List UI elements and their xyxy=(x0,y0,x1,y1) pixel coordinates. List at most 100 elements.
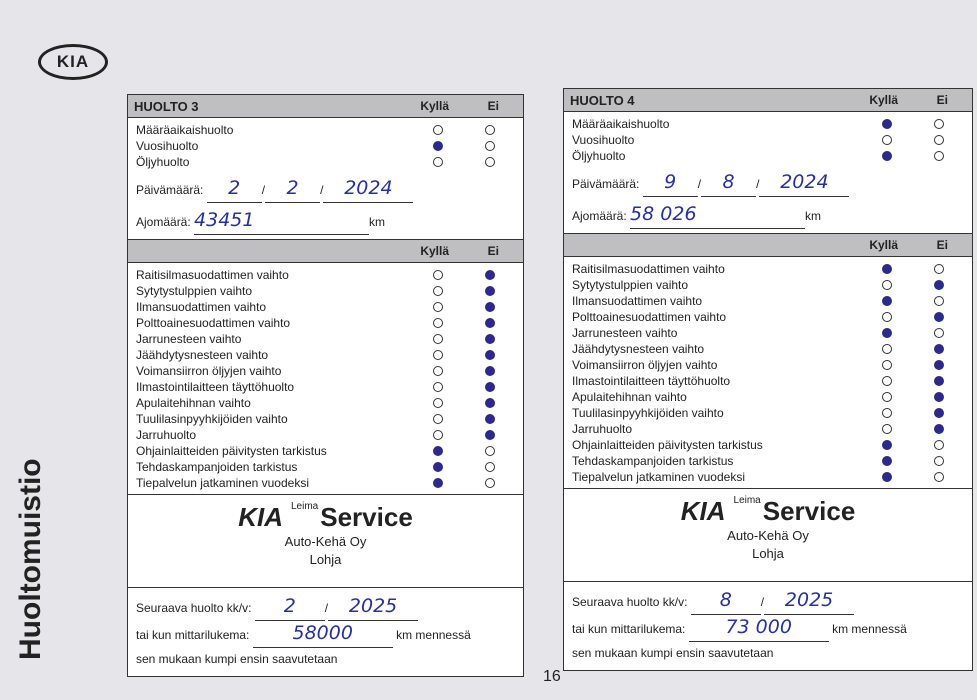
service-type-label: Vuosihuolto xyxy=(136,139,199,153)
yes-radio[interactable] xyxy=(433,350,443,360)
no-radio[interactable] xyxy=(485,462,495,472)
yes-radio[interactable] xyxy=(882,296,892,306)
yes-radio[interactable] xyxy=(433,446,443,456)
kia-logo: KIA xyxy=(38,44,108,80)
service-item-label: Ilmansuodattimen vaihto xyxy=(136,300,267,314)
kia-wordmark: KIA xyxy=(680,496,726,526)
service-item-label: Tiepalvelun jatkaminen vuodeksi xyxy=(136,476,309,490)
service-item-label: Jarruhuolto xyxy=(572,422,633,436)
no-radio[interactable] xyxy=(934,280,944,290)
yes-radio[interactable] xyxy=(882,119,892,129)
no-radio[interactable] xyxy=(485,334,495,344)
service-item-label: Voimansiirron öljyjen vaihto xyxy=(136,364,282,378)
next-service-label: Seuraava huolto kk/v: xyxy=(136,601,252,615)
service-type-row: Määräaikaishuolto xyxy=(128,122,523,138)
date-label: Päivämäärä: xyxy=(136,183,204,197)
yes-radio[interactable] xyxy=(882,408,892,418)
no-radio[interactable] xyxy=(485,157,495,167)
yes-radio[interactable] xyxy=(433,318,443,328)
service-item-row: Apulaitehihnan vaihto xyxy=(128,395,523,411)
no-radio[interactable] xyxy=(485,125,495,135)
service-item-label: Polttoainesuodattimen vaihto xyxy=(572,310,727,324)
yes-radio[interactable] xyxy=(433,157,443,167)
no-radio[interactable] xyxy=(485,398,495,408)
no-radio[interactable] xyxy=(934,312,944,322)
yes-radio[interactable] xyxy=(882,424,892,434)
no-radio[interactable] xyxy=(934,424,944,434)
no-radio[interactable] xyxy=(485,350,495,360)
no-radio[interactable] xyxy=(485,141,495,151)
yes-radio[interactable] xyxy=(433,302,443,312)
yes-radio[interactable] xyxy=(882,312,892,322)
yes-radio[interactable] xyxy=(882,440,892,450)
stamp-label: Leima xyxy=(733,495,761,506)
yes-radio[interactable] xyxy=(882,328,892,338)
yes-radio[interactable] xyxy=(433,398,443,408)
yes-radio[interactable] xyxy=(433,414,443,424)
no-radio[interactable] xyxy=(485,286,495,296)
no-radio[interactable] xyxy=(934,440,944,450)
no-radio[interactable] xyxy=(934,392,944,402)
yes-radio[interactable] xyxy=(433,382,443,392)
next-service: Seuraava huolto kk/v: 2/2025 tai kun mitt… xyxy=(128,588,523,676)
yes-radio[interactable] xyxy=(433,286,443,296)
yes-radio[interactable] xyxy=(433,430,443,440)
service-item-label: Tehdaskampanjoiden tarkistus xyxy=(136,460,298,474)
yes-radio[interactable] xyxy=(433,141,443,151)
logo-text: KIA xyxy=(56,52,90,71)
no-radio[interactable] xyxy=(485,446,495,456)
no-radio[interactable] xyxy=(934,408,944,418)
yes-radio[interactable] xyxy=(433,125,443,135)
service-item-row: Tehdaskampanjoiden tarkistus xyxy=(128,459,523,475)
next-month: 2 xyxy=(283,595,296,617)
service-item-label: Sytytystulppien vaihto xyxy=(136,284,253,298)
no-radio[interactable] xyxy=(934,360,944,370)
no-radio[interactable] xyxy=(934,296,944,306)
yes-radio[interactable] xyxy=(433,334,443,344)
service-type-label: Öljyhuolto xyxy=(572,149,626,163)
service-item-label: Jäähdytysnesteen vaihto xyxy=(572,342,705,356)
service-item-row: Sytytystulppien vaihto xyxy=(564,277,972,293)
no-radio[interactable] xyxy=(934,151,944,161)
no-radio[interactable] xyxy=(485,382,495,392)
yes-radio[interactable] xyxy=(882,344,892,354)
service-item-label: Ilmansuodattimen vaihto xyxy=(572,294,703,308)
stamp-label: Leima xyxy=(291,501,319,512)
no-radio[interactable] xyxy=(485,430,495,440)
no-radio[interactable] xyxy=(934,135,944,145)
items-header: Kyllä Ei xyxy=(128,240,523,263)
no-radio[interactable] xyxy=(934,344,944,354)
yes-radio[interactable] xyxy=(882,264,892,274)
service-type-row: Määräaikaishuolto xyxy=(564,116,972,132)
no-radio[interactable] xyxy=(485,366,495,376)
no-radio[interactable] xyxy=(485,478,495,488)
dealer-city: Lohja xyxy=(752,546,784,561)
no-radio[interactable] xyxy=(485,270,495,280)
no-radio[interactable] xyxy=(934,264,944,274)
yes-radio[interactable] xyxy=(882,392,892,402)
yes-radio[interactable] xyxy=(882,151,892,161)
service-type-label: Vuosihuolto xyxy=(572,133,635,147)
no-radio[interactable] xyxy=(934,328,944,338)
yes-radio[interactable] xyxy=(433,366,443,376)
service-type-row: Vuosihuolto xyxy=(564,132,972,148)
yes-radio[interactable] xyxy=(882,376,892,386)
yes-radio[interactable] xyxy=(882,472,892,482)
odometer-label: tai kun mittarilukema: xyxy=(572,622,686,636)
no-radio[interactable] xyxy=(485,414,495,424)
no-radio[interactable] xyxy=(934,119,944,129)
yes-radio[interactable] xyxy=(882,135,892,145)
yes-radio[interactable] xyxy=(882,360,892,370)
yes-radio[interactable] xyxy=(433,270,443,280)
yes-radio[interactable] xyxy=(882,280,892,290)
no-radio[interactable] xyxy=(934,472,944,482)
no-radio[interactable] xyxy=(934,456,944,466)
service-item-row: Jarruhuolto xyxy=(128,427,523,443)
no-radio[interactable] xyxy=(934,376,944,386)
no-radio[interactable] xyxy=(485,302,495,312)
yes-radio[interactable] xyxy=(433,478,443,488)
yes-radio[interactable] xyxy=(882,456,892,466)
service-item-row: Polttoainesuodattimen vaihto xyxy=(128,315,523,331)
no-radio[interactable] xyxy=(485,318,495,328)
yes-radio[interactable] xyxy=(433,462,443,472)
